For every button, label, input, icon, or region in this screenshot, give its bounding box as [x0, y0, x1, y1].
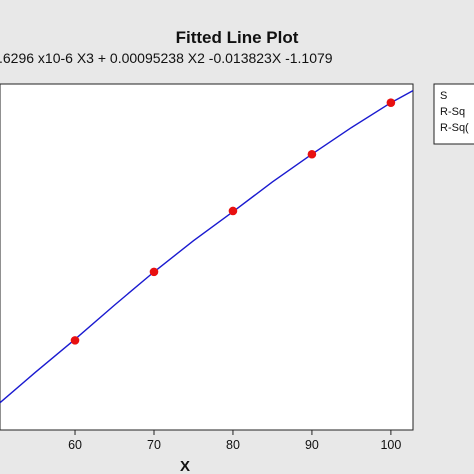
data-point: [386, 98, 396, 107]
legend: S R-Sq R-Sq(: [440, 90, 469, 134]
chart-subtitle: .6296 x10-6 X3 + 0.00095238 X2 -0.013823…: [0, 50, 333, 66]
x-tick-label: 100: [380, 438, 401, 452]
legend-box: [433, 83, 474, 145]
data-point: [307, 149, 317, 159]
x-tick-label: 60: [68, 438, 82, 452]
plot-area: [0, 83, 414, 431]
x-tick-label: 90: [305, 438, 319, 452]
data-points-group: [70, 98, 396, 345]
legend-entry: S: [440, 90, 447, 102]
fit-line: [0, 89, 414, 404]
data-point: [228, 206, 238, 216]
x-axis-label: X: [180, 458, 190, 474]
legend-entry: R-Sq: [440, 106, 465, 118]
legend-entry: R-Sq(: [440, 122, 469, 134]
data-point: [70, 336, 80, 345]
chart-title: Fitted Line Plot: [176, 28, 299, 47]
x-tick-label: 80: [226, 438, 240, 452]
data-point: [149, 267, 159, 277]
x-axis-ticks: 60 70 80 90 100: [68, 430, 401, 452]
fit-line-group: [0, 89, 414, 404]
x-tick-label: 70: [147, 438, 161, 452]
